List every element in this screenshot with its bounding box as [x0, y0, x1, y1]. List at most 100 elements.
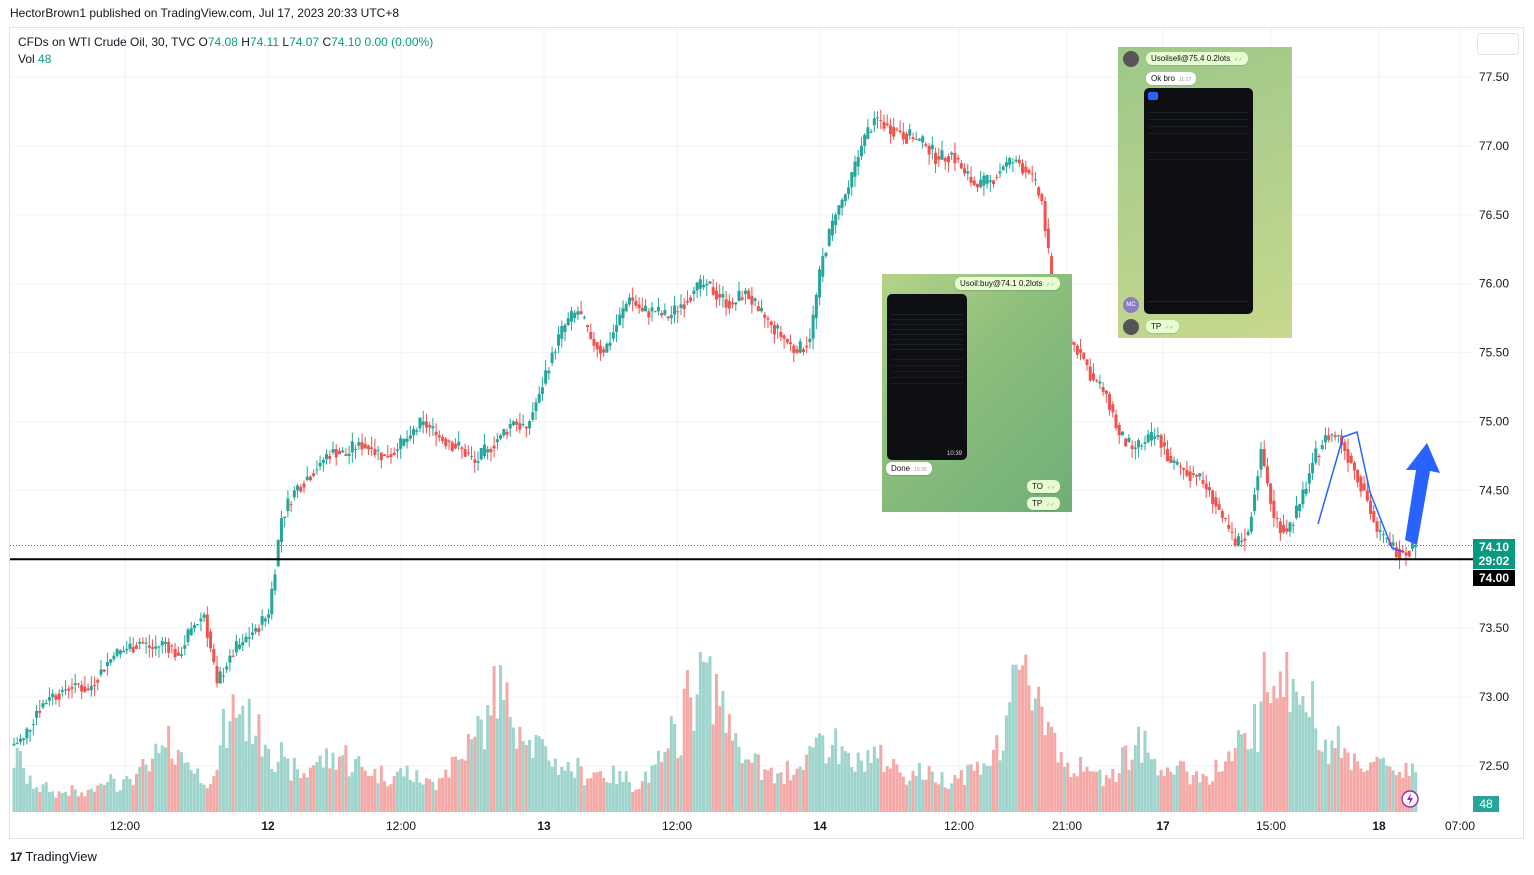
- candle-body: [676, 311, 680, 313]
- volume-bar: [1307, 717, 1311, 812]
- candle-body: [685, 300, 689, 303]
- candle-body: [1278, 521, 1282, 534]
- candle-body: [31, 724, 35, 726]
- candle-body: [524, 426, 528, 429]
- volume-bar: [1349, 770, 1353, 812]
- candle-body: [318, 462, 322, 467]
- volume-bar: [795, 768, 799, 812]
- volume-bar: [769, 767, 773, 812]
- candle-body: [898, 130, 902, 133]
- symbol-name[interactable]: CFDs on WTI Crude Oil, 30, TVC: [18, 35, 196, 49]
- volume-bar: [134, 773, 138, 812]
- candle-body: [1169, 455, 1173, 463]
- volume-bar: [1182, 761, 1186, 812]
- candle-body: [505, 431, 509, 435]
- candle-body: [1085, 359, 1089, 365]
- candle-body: [354, 448, 358, 450]
- candle-body: [386, 455, 390, 458]
- candle-body: [1207, 486, 1211, 491]
- volume-bar: [618, 771, 622, 812]
- volume-bar: [395, 771, 399, 812]
- candle-body: [441, 437, 445, 442]
- volume-bar: [959, 770, 963, 812]
- candle-body: [267, 614, 271, 618]
- volume-bar: [863, 771, 867, 812]
- volume-bar: [379, 765, 383, 812]
- candle-body: [418, 417, 422, 429]
- volume-bar: [763, 769, 767, 812]
- candle-body: [1323, 435, 1327, 443]
- volume-bar: [640, 781, 644, 812]
- volume-bar: [508, 716, 512, 812]
- volume-bar: [131, 785, 135, 812]
- candle-body: [917, 138, 921, 141]
- volume-bar: [257, 714, 261, 812]
- volume-bar: [595, 772, 599, 812]
- volume-bar: [363, 770, 367, 812]
- chart-settings-button[interactable]: [1477, 33, 1519, 55]
- volume-bar: [1124, 745, 1128, 812]
- volume-bar: [337, 756, 341, 812]
- candle-body: [518, 423, 522, 430]
- candle-body: [905, 133, 909, 144]
- volume-bar: [946, 788, 950, 812]
- volume-bar: [160, 745, 164, 812]
- change-value: 0.00 (0.00%): [364, 35, 434, 49]
- candle-body: [1195, 474, 1199, 477]
- volume-bar: [743, 759, 747, 812]
- volume-bar: [299, 777, 303, 812]
- volume-bar: [1085, 766, 1089, 812]
- candle-body: [1298, 504, 1302, 512]
- volume-bar: [1301, 696, 1305, 812]
- volume-bar: [1243, 733, 1247, 812]
- volume-bar: [383, 781, 387, 812]
- volume-bar: [328, 768, 332, 812]
- candle-body: [402, 438, 406, 446]
- volume-bar: [1130, 759, 1134, 812]
- volume-bar: [35, 787, 39, 812]
- candle-body: [1098, 381, 1102, 384]
- volume-bar: [289, 780, 293, 812]
- volume-bar: [118, 790, 122, 812]
- candle-body: [67, 688, 71, 691]
- candle-body: [692, 290, 696, 295]
- chart-legend: CFDs on WTI Crude Oil, 30, TVC O74.08 H7…: [18, 34, 433, 68]
- volume-bar: [737, 746, 741, 812]
- candle-body: [1188, 471, 1192, 481]
- footer-brand[interactable]: 17 TradingView: [10, 849, 97, 864]
- volume-bar: [515, 748, 519, 812]
- candle-body: [57, 693, 61, 700]
- volume-bar: [917, 763, 921, 812]
- volume-bar: [1230, 761, 1234, 812]
- candle-body: [805, 345, 809, 348]
- candle-body: [212, 648, 216, 663]
- volume-label[interactable]: Vol: [18, 52, 35, 66]
- volume-bar: [1320, 751, 1324, 812]
- volume-bar: [1117, 773, 1121, 812]
- last-price-tag: 74.10 29:02: [1473, 539, 1515, 569]
- volume-bar: [463, 760, 467, 812]
- volume-bar: [1398, 771, 1402, 812]
- candle-body: [312, 473, 316, 477]
- candle-body: [383, 454, 387, 456]
- candle-body: [914, 138, 918, 140]
- volume-bar: [656, 750, 660, 812]
- volume-bar: [192, 773, 196, 812]
- volume-bar: [876, 758, 880, 812]
- candle-body: [724, 299, 728, 308]
- candle-body: [109, 659, 113, 663]
- volume-bar: [1191, 775, 1195, 812]
- candle-body: [750, 295, 754, 305]
- volume-bar: [386, 786, 390, 812]
- candle-body: [679, 304, 683, 308]
- candle-body: [1017, 159, 1021, 164]
- candle-body: [582, 317, 586, 319]
- candle-body: [666, 316, 670, 319]
- candle-body: [627, 297, 631, 305]
- volume-bar: [1108, 778, 1112, 812]
- candle-body: [428, 424, 432, 428]
- candle-body: [940, 150, 944, 160]
- candle-body: [412, 428, 416, 436]
- candle-body: [618, 314, 622, 326]
